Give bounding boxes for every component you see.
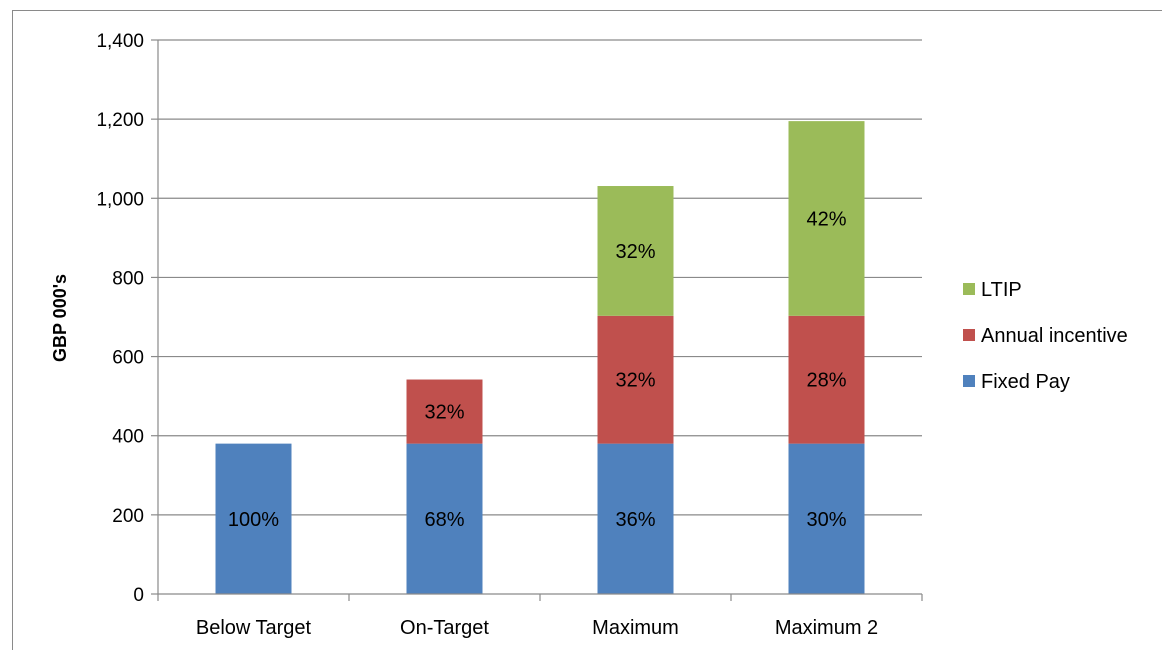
data-label: 30% [806,509,846,531]
x-category-label: Maximum 2 [775,617,878,639]
legend-swatch [963,375,975,387]
bar-fixed-pay [215,443,292,594]
data-label: 100% [228,509,279,531]
bars: 100% 68% 32% 36% 32% 32% 30% 28% 42% [215,121,865,594]
data-label: 32% [615,241,655,263]
y-tick-label: 800 [112,268,144,289]
y-tick-label: 600 [112,348,144,369]
legend-label: Annual incentive [981,325,1128,347]
y-tick-label: 1,400 [96,31,144,52]
y-axis-label: GBP 000's [50,274,70,362]
bar-annual-incentive [788,315,865,444]
bar-fixed-pay [406,443,483,594]
bar-annual-incentive [406,379,483,444]
x-category-label: Below Target [196,617,312,639]
x-category-label: On-Target [400,617,489,639]
legend-swatch [963,283,975,295]
y-tick-label: 1,000 [96,189,144,210]
y-tick-label: 0 [133,585,144,606]
data-label: 32% [615,370,655,392]
data-label: 36% [615,509,655,531]
data-label: 42% [806,208,846,230]
y-axis-ticks: 0 200 400 600 800 1,000 1,200 1,400 [96,31,158,606]
y-tick-label: 200 [112,506,144,527]
legend-label: Fixed Pay [981,371,1070,393]
x-category-label: Maximum [592,617,679,639]
data-label: 32% [424,402,464,424]
legend: LTIP Annual incentive Fixed Pay [963,279,1128,393]
bar-annual-incentive [597,315,674,444]
x-axis: Below Target On-Target Maximum Maximum 2 [157,40,923,639]
data-label: 28% [806,370,846,392]
legend-label: LTIP [981,279,1022,301]
bar-fixed-pay [788,443,865,594]
legend-swatch [963,329,975,341]
data-label: 68% [424,509,464,531]
bar-ltip [788,121,865,316]
y-tick-label: 1,200 [96,110,144,131]
bar-fixed-pay [597,443,674,594]
chart-frame [12,10,1162,650]
y-tick-label: 400 [112,427,144,448]
bar-ltip [597,186,674,316]
